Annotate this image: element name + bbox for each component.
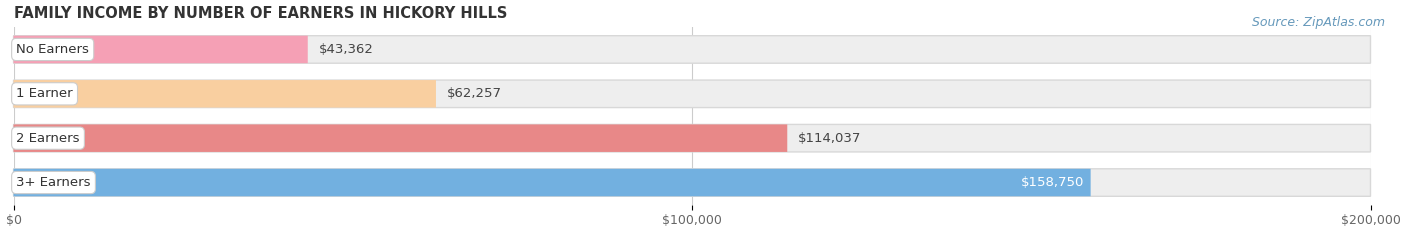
FancyBboxPatch shape bbox=[14, 80, 1371, 108]
Text: Source: ZipAtlas.com: Source: ZipAtlas.com bbox=[1251, 16, 1385, 29]
Text: 1 Earner: 1 Earner bbox=[17, 87, 73, 100]
FancyBboxPatch shape bbox=[14, 169, 1091, 196]
Text: FAMILY INCOME BY NUMBER OF EARNERS IN HICKORY HILLS: FAMILY INCOME BY NUMBER OF EARNERS IN HI… bbox=[14, 6, 508, 21]
Text: $62,257: $62,257 bbox=[447, 87, 502, 100]
Text: 3+ Earners: 3+ Earners bbox=[17, 176, 91, 189]
FancyBboxPatch shape bbox=[14, 80, 436, 108]
FancyBboxPatch shape bbox=[14, 169, 1371, 196]
FancyBboxPatch shape bbox=[14, 36, 1371, 63]
Text: $43,362: $43,362 bbox=[319, 43, 374, 56]
FancyBboxPatch shape bbox=[14, 36, 308, 63]
Text: No Earners: No Earners bbox=[17, 43, 89, 56]
Text: $114,037: $114,037 bbox=[799, 132, 862, 145]
FancyBboxPatch shape bbox=[14, 124, 787, 152]
Text: $158,750: $158,750 bbox=[1021, 176, 1084, 189]
FancyBboxPatch shape bbox=[14, 124, 1371, 152]
Text: 2 Earners: 2 Earners bbox=[17, 132, 80, 145]
